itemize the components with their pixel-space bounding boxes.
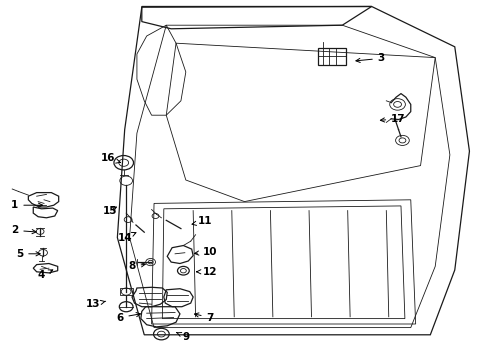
Text: 7: 7	[194, 312, 214, 323]
Text: 16: 16	[100, 153, 120, 163]
Text: 10: 10	[194, 247, 217, 257]
Text: 12: 12	[196, 267, 217, 277]
Text: 8: 8	[128, 261, 145, 271]
Text: 17: 17	[380, 114, 405, 124]
Text: 14: 14	[117, 233, 136, 243]
Text: 4: 4	[38, 270, 53, 280]
Text: 5: 5	[16, 249, 40, 259]
Text: 11: 11	[192, 216, 212, 226]
Text: 1: 1	[11, 200, 42, 210]
Text: 6: 6	[116, 312, 140, 323]
Text: 3: 3	[355, 53, 384, 63]
Text: 9: 9	[177, 332, 189, 342]
Text: 15: 15	[102, 206, 117, 216]
Text: 13: 13	[85, 299, 105, 309]
Text: 2: 2	[11, 225, 36, 235]
